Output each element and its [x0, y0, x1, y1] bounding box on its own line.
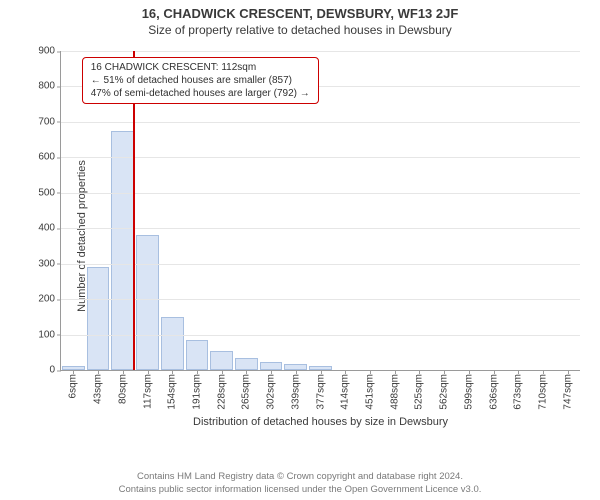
gridline	[61, 228, 580, 229]
x-tick-label: 377sqm	[315, 370, 326, 410]
x-tick-label: 191sqm	[191, 370, 202, 410]
x-tick-label: 265sqm	[241, 370, 252, 410]
x-tick-label: 80sqm	[117, 370, 128, 404]
histogram-bar	[260, 362, 283, 370]
x-tick-label: 599sqm	[463, 370, 474, 410]
y-tick-label: 900	[38, 46, 61, 57]
x-tick-label: 451sqm	[364, 370, 375, 410]
y-tick-label: 200	[38, 294, 61, 305]
chart-container: Number of detached properties Distributi…	[0, 41, 600, 431]
y-tick-label: 100	[38, 329, 61, 340]
histogram-bar	[235, 358, 258, 370]
x-tick-label: 302sqm	[266, 370, 277, 410]
x-tick-label: 339sqm	[290, 370, 301, 410]
annotation-line: ← 51% of detached houses are smaller (85…	[91, 74, 310, 87]
footer-line-2: Contains public sector information licen…	[0, 484, 600, 496]
x-tick-label: 673sqm	[513, 370, 524, 410]
annotation-box: 16 CHADWICK CRESCENT: 112sqm← 51% of det…	[82, 57, 319, 104]
histogram-bar	[210, 351, 233, 370]
footer-attribution: Contains HM Land Registry data © Crown c…	[0, 471, 600, 496]
y-tick-label: 800	[38, 81, 61, 92]
x-tick-label: 43sqm	[93, 370, 104, 404]
plot-area: Distribution of detached houses by size …	[60, 51, 580, 371]
x-tick-label: 228sqm	[216, 370, 227, 410]
histogram-bar	[161, 317, 184, 370]
page-title: 16, CHADWICK CRESCENT, DEWSBURY, WF13 2J…	[0, 0, 600, 21]
chart-subtitle: Size of property relative to detached ho…	[0, 21, 600, 41]
x-tick-label: 414sqm	[340, 370, 351, 410]
histogram-bar	[186, 340, 209, 370]
gridline	[61, 193, 580, 194]
footer-line-1: Contains HM Land Registry data © Crown c…	[0, 471, 600, 483]
gridline	[61, 264, 580, 265]
x-tick-label: 747sqm	[562, 370, 573, 410]
x-tick-label: 636sqm	[488, 370, 499, 410]
x-tick-label: 525sqm	[414, 370, 425, 410]
x-tick-label: 488sqm	[389, 370, 400, 410]
histogram-bar	[136, 235, 159, 370]
y-tick-label: 600	[38, 152, 61, 163]
gridline	[61, 51, 580, 52]
annotation-line: 16 CHADWICK CRESCENT: 112sqm	[91, 61, 310, 74]
x-tick-label: 154sqm	[167, 370, 178, 410]
y-tick-label: 0	[49, 365, 61, 376]
annotation-line: 47% of semi-detached houses are larger (…	[91, 87, 310, 100]
y-tick-label: 700	[38, 116, 61, 127]
x-axis-label: Distribution of detached houses by size …	[61, 416, 580, 428]
gridline	[61, 299, 580, 300]
x-tick-label: 6sqm	[68, 370, 79, 398]
y-tick-label: 300	[38, 258, 61, 269]
histogram-bar	[87, 267, 110, 370]
x-tick-label: 117sqm	[142, 370, 153, 409]
x-tick-label: 562sqm	[439, 370, 450, 410]
y-tick-label: 500	[38, 187, 61, 198]
y-tick-label: 400	[38, 223, 61, 234]
gridline	[61, 157, 580, 158]
x-tick-label: 710sqm	[537, 370, 548, 410]
gridline	[61, 122, 580, 123]
gridline	[61, 335, 580, 336]
